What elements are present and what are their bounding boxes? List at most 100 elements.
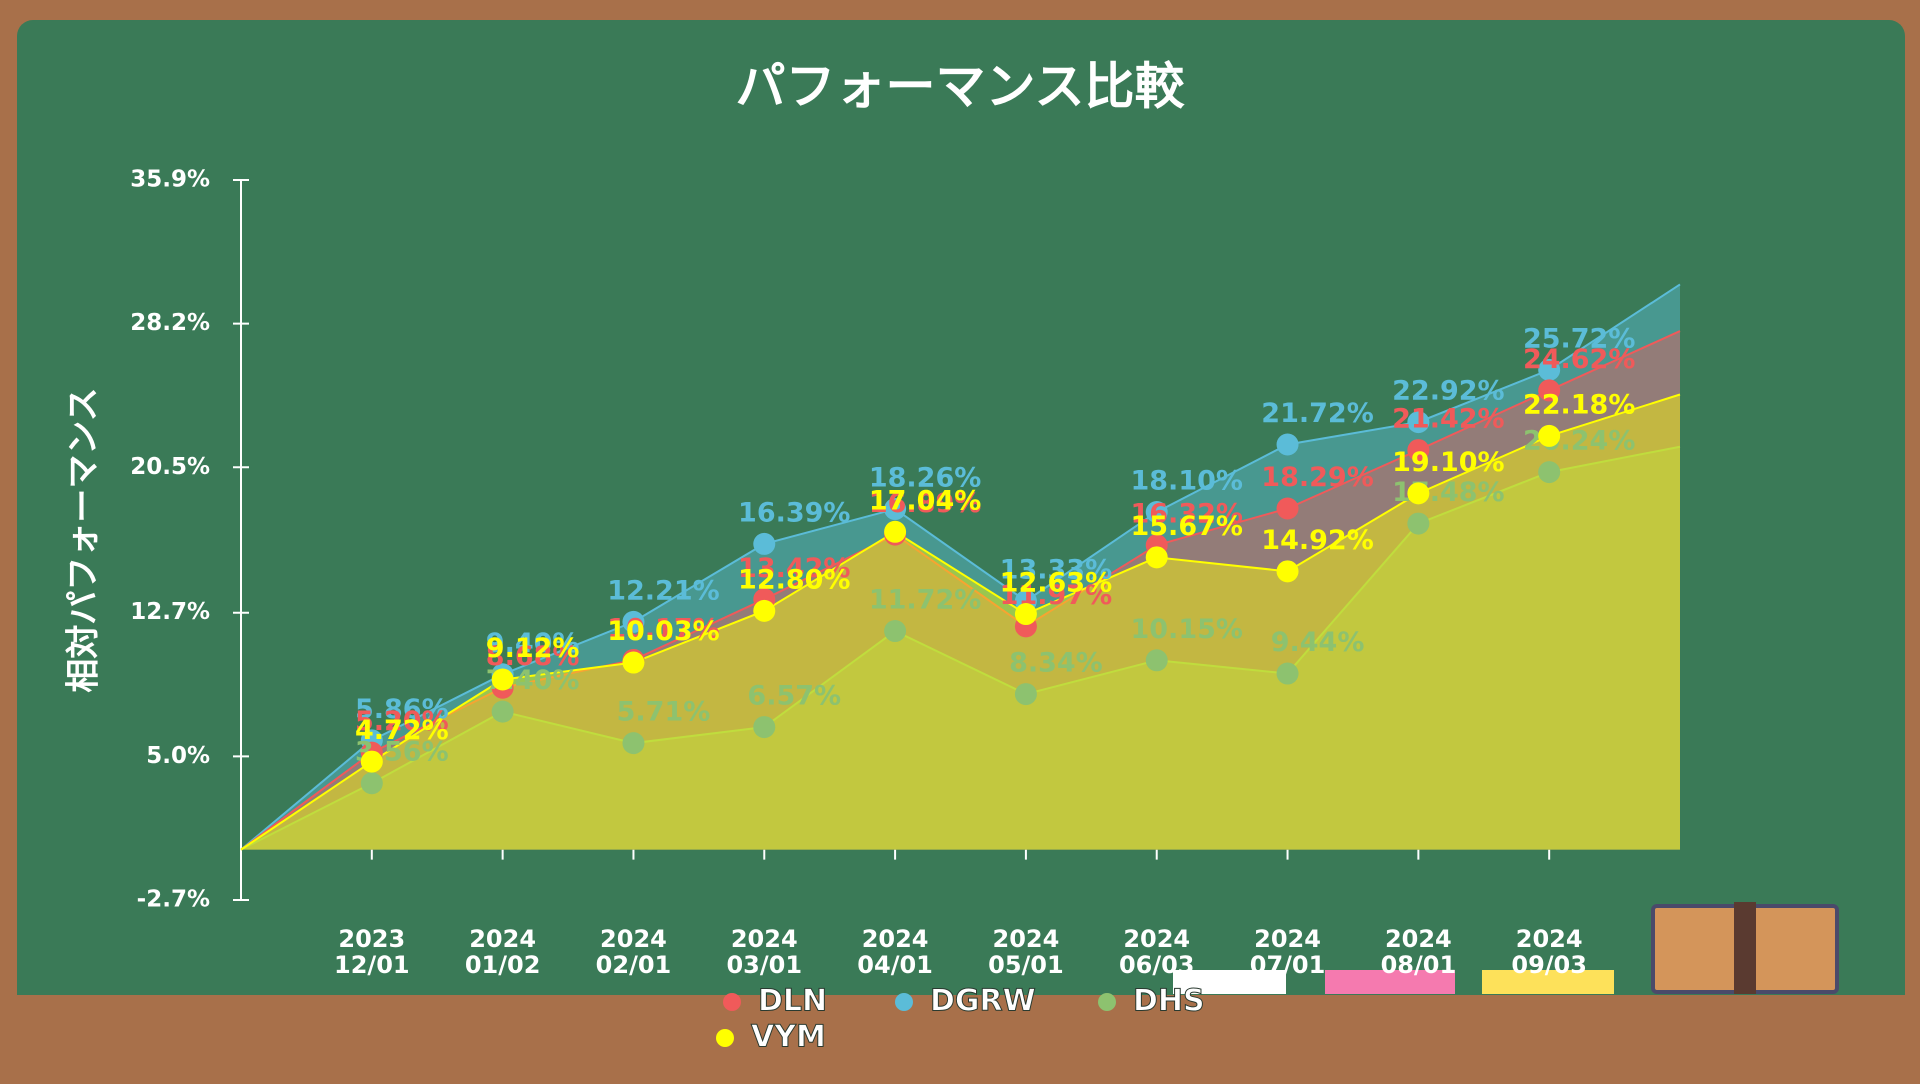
area <box>241 446 1680 850</box>
area <box>241 284 1680 850</box>
data-label: 18.10% <box>1130 466 1242 497</box>
x-tick-label: 2024 <box>469 925 536 953</box>
data-label: 24.62% <box>1523 344 1635 375</box>
data-label: 6.57% <box>747 681 841 712</box>
area <box>241 394 1680 850</box>
chalk-yellow <box>1482 970 1614 994</box>
data-label: 22.18% <box>1523 389 1635 420</box>
ledge <box>0 995 1920 1080</box>
x-tick-label: 04/01 <box>857 951 933 979</box>
point <box>884 620 907 643</box>
point <box>360 750 383 773</box>
y-tick-label: 12.7% <box>130 599 210 625</box>
x-tick-label: 2024 <box>1123 925 1190 953</box>
point <box>1014 683 1037 706</box>
data-label: 5.71% <box>617 697 711 728</box>
x-tick-label: 12/01 <box>334 951 410 979</box>
data-label: 9.40% <box>486 628 580 659</box>
data-label: 16.39% <box>738 497 850 528</box>
data-label: 8.34% <box>1009 648 1103 679</box>
x-tick-label: 02/01 <box>596 951 672 979</box>
x-tick-label: 2024 <box>1516 925 1583 953</box>
point <box>1145 501 1168 524</box>
point <box>753 716 776 739</box>
point <box>1276 497 1299 520</box>
legend-marker <box>895 993 913 1011</box>
data-label: 12.80% <box>738 564 850 595</box>
line <box>240 330 1681 851</box>
chart-title: パフォーマンス比較 <box>736 58 1186 116</box>
point <box>622 732 645 755</box>
point <box>360 772 383 795</box>
data-label: 25.72% <box>1523 323 1635 354</box>
data-label: 13.42% <box>738 553 850 584</box>
data-label: 22.92% <box>1392 376 1504 407</box>
data-label: 5.86% <box>355 694 449 725</box>
eraser-band <box>1734 902 1756 994</box>
x-tick-label: 01/02 <box>465 951 541 979</box>
chalk-pink <box>1325 970 1455 994</box>
point <box>622 610 645 633</box>
chalkboard <box>17 20 1905 1020</box>
point <box>1538 461 1561 484</box>
data-label: 9.12% <box>486 633 580 664</box>
data-label: 12.21% <box>607 575 719 606</box>
data-label: 21.42% <box>1392 404 1504 435</box>
point <box>1407 439 1430 462</box>
data-label: 10.03% <box>607 616 719 647</box>
y-axis-label: 相対パフォーマンス <box>64 387 104 692</box>
data-label: 8.68% <box>486 641 580 672</box>
point <box>884 520 907 543</box>
legend-marker <box>716 1029 734 1047</box>
data-label: 5.20% <box>355 706 449 737</box>
point <box>1407 482 1430 505</box>
legend-marker <box>1098 993 1116 1011</box>
point <box>1276 433 1299 456</box>
x-tick-label: 09/03 <box>1511 951 1587 979</box>
line <box>240 445 1681 851</box>
legend-marker <box>723 993 741 1011</box>
data-label: 17.04% <box>869 485 981 516</box>
point <box>1276 662 1299 685</box>
data-label: 16.32% <box>1130 499 1242 530</box>
y-tick-label: 20.5% <box>130 454 210 480</box>
y-tick-label: -2.7% <box>137 887 210 913</box>
x-tick-label: 2024 <box>600 925 667 953</box>
point <box>1538 379 1561 402</box>
legend-label: DLN <box>758 984 827 1019</box>
x-tick-label: 2024 <box>1254 925 1321 953</box>
point <box>1538 424 1561 447</box>
x-tick-label: 2024 <box>1385 925 1452 953</box>
point <box>1538 358 1561 381</box>
point <box>753 532 776 555</box>
data-label: 4.72% <box>355 715 449 746</box>
point <box>1407 512 1430 535</box>
area <box>241 331 1680 850</box>
x-tick-label: 05/01 <box>988 951 1064 979</box>
x-tick-label: 03/01 <box>726 951 802 979</box>
x-tick-label: 2024 <box>862 925 929 953</box>
y-tick-label: 35.9% <box>130 167 210 193</box>
line <box>240 393 1681 851</box>
y-tick-label: 5.0% <box>146 743 210 769</box>
legend-label: DGRW <box>930 984 1036 1019</box>
point <box>622 651 645 674</box>
x-tick-label: 2023 <box>338 925 405 953</box>
point <box>1276 560 1299 583</box>
point <box>491 700 514 723</box>
data-label: 15.67% <box>1130 511 1242 542</box>
data-label: 9.44% <box>1271 627 1365 658</box>
data-label: 10.17% <box>607 613 719 644</box>
data-label: 14.92% <box>1261 525 1373 556</box>
data-label: 10.15% <box>1130 614 1242 645</box>
point <box>1145 546 1168 569</box>
y-tick-label: 28.2% <box>130 310 210 336</box>
point <box>491 668 514 691</box>
data-label: 21.72% <box>1261 398 1373 429</box>
data-label: 18.29% <box>1261 462 1373 493</box>
point <box>753 599 776 622</box>
data-label: 16.89% <box>869 488 981 519</box>
legend-label: DHS <box>1133 984 1205 1019</box>
